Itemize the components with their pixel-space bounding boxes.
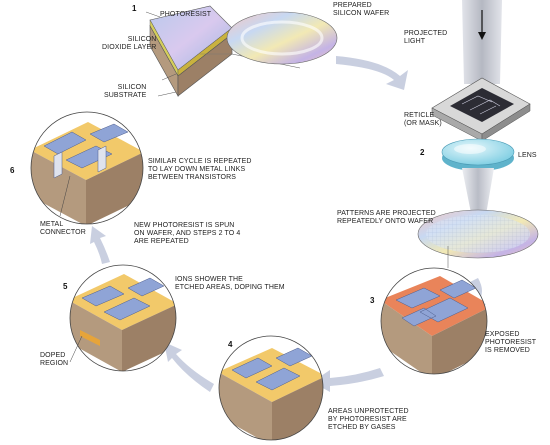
step-6-detail bbox=[30, 111, 144, 225]
label-prepared-wafer: PREPARED SILICON WAFER bbox=[333, 2, 390, 17]
caption-step-6: SIMILAR CYCLE IS REPEATED TO LAY DOWN MET… bbox=[148, 158, 252, 181]
step-number-1: 1 bbox=[132, 4, 137, 13]
caption-step-5: IONS SHOWER THE ETCHED AREAS, DOPING THEM bbox=[175, 276, 285, 291]
leader-lines bbox=[59, 175, 83, 363]
layer-cross-section bbox=[149, 5, 233, 98]
step-number-3: 3 bbox=[370, 296, 375, 305]
label-patterns: PATTERNS ARE PROJECTED REPEATEDLY ONTO WA… bbox=[337, 210, 436, 225]
step-number-5: 5 bbox=[63, 282, 68, 291]
label-photoresist: PHOTORESIST bbox=[160, 11, 212, 18]
step-4-detail bbox=[218, 335, 324, 441]
label-projected-light: PROJECTED LIGHT bbox=[404, 30, 448, 45]
reticle bbox=[431, 77, 531, 142]
label-new-photoresist: NEW PHOTORESIST IS SPUN ON WAFER, AND STE… bbox=[134, 222, 241, 245]
label-metal-connector: METAL CONNECTOR bbox=[40, 221, 86, 236]
label-doped-region: DOPED REGION bbox=[40, 352, 69, 367]
step-3-detail bbox=[380, 267, 488, 375]
down-arrow-icon bbox=[478, 10, 486, 40]
caption-step-4: AREAS UNPROTECTED BY PHOTORESIST ARE ETCHE… bbox=[328, 408, 409, 431]
step-number-4: 4 bbox=[228, 340, 233, 349]
step-5-detail bbox=[69, 264, 177, 372]
patterned-wafer bbox=[417, 209, 539, 268]
step-number-2: 2 bbox=[420, 148, 425, 157]
caption-step-3: EXPOSED PHOTORESIST IS REMOVED bbox=[485, 331, 537, 354]
label-silicon-dioxide: SILICON DIOXIDE LAYER bbox=[102, 36, 157, 51]
label-reticle: RETICLE (OR MASK) bbox=[404, 112, 442, 127]
lens bbox=[441, 138, 515, 171]
label-silicon-substrate: SILICON SUBSTRATE bbox=[104, 84, 147, 99]
label-lens: LENS bbox=[518, 152, 537, 159]
projection-cone bbox=[462, 168, 494, 238]
projected-light-beam bbox=[462, 0, 502, 84]
step-number-6: 6 bbox=[10, 166, 15, 175]
